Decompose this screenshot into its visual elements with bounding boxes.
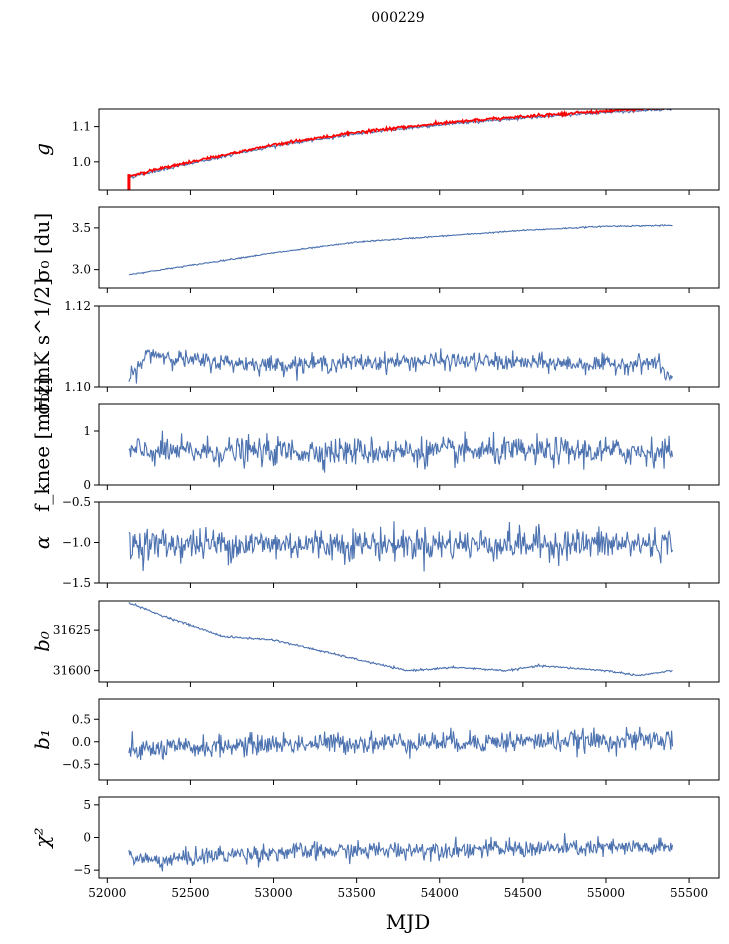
panel-b1: −0.5 0.0 0.5 b₁ <box>30 698 720 785</box>
y-tick-label: 1.0 <box>72 155 91 169</box>
y-axis-label-g: g <box>30 143 54 156</box>
x-tick-label: 52000 <box>88 886 126 900</box>
series-line-chi2 <box>128 833 674 872</box>
y-tick-label: 0.0 <box>72 735 91 749</box>
series-line-b0 <box>128 601 673 677</box>
y-axis-label-fknee: f_knee [mHz] <box>30 377 54 512</box>
series-line-b1 <box>128 726 674 761</box>
y-tick-label: −1.5 <box>62 576 91 590</box>
panels-group: 1.0 1.1 g 3.0 3.5 σ₀ [du] 1.10 1.12 σ₀[mK s^1/2]… <box>30 108 720 900</box>
y-axis-label-sigma0_du: σ₀ [du] <box>30 213 54 282</box>
y-tick-label: 3.5 <box>72 221 91 235</box>
panel-alpha: −1.5 −1.0 −0.5 α <box>30 495 720 590</box>
series-line-g <box>128 109 673 180</box>
panel-g: 1.0 1.1 g <box>30 108 720 195</box>
overlay-line-g <box>128 109 673 178</box>
y-tick-label: 1.1 <box>72 120 91 134</box>
x-tick-label: 53500 <box>338 886 376 900</box>
axes-frame-sigma0_du <box>98 206 720 289</box>
axes-frame-sigma0_mK <box>98 305 720 388</box>
y-tick-label: −1.0 <box>62 536 91 550</box>
y-axis-label-b0: b₀ <box>30 631 54 652</box>
axes-frame-b1 <box>98 698 720 781</box>
y-tick-label: 0.5 <box>72 712 91 726</box>
panel-sigma0_mK: 1.10 1.12 σ₀[mK s^1/2] <box>30 278 720 415</box>
y-tick-label: 3.0 <box>72 263 91 277</box>
y-axis-label-b1: b₁ <box>30 729 54 750</box>
y-tick-label: 1.10 <box>64 380 91 394</box>
axes-frame-b0 <box>98 600 720 683</box>
y-tick-label: 1.12 <box>64 299 91 313</box>
y-tick-label: 31625 <box>53 623 91 637</box>
y-tick-label: −5 <box>73 863 91 877</box>
y-tick-label: 5 <box>83 798 91 812</box>
series-line-sigma0_du <box>128 223 673 276</box>
series-line-sigma0_mK <box>128 348 673 384</box>
x-tick-label: 54500 <box>504 886 542 900</box>
axes-frame-g <box>98 108 720 191</box>
x-tick-label: 53000 <box>254 886 292 900</box>
x-tick-label: 52500 <box>171 886 209 900</box>
x-tick-label: 54000 <box>421 886 459 900</box>
panel-sigma0_du: 3.0 3.5 σ₀ [du] <box>30 206 720 293</box>
y-axis-label-chi2: χ² <box>30 827 54 849</box>
y-tick-label: −0.5 <box>62 495 91 509</box>
figure-title: 000229 <box>371 10 424 26</box>
y-axis-label-alpha: α <box>30 535 54 549</box>
panel-fknee: 0 1 f_knee [mHz] <box>30 377 720 512</box>
y-tick-label: 1 <box>83 424 91 438</box>
x-axis-label: MJD <box>386 910 431 934</box>
y-tick-label: 0 <box>83 831 91 845</box>
x-tick-label: 55000 <box>587 886 625 900</box>
x-tick-label: 55500 <box>670 886 708 900</box>
series-line-fknee <box>128 430 674 473</box>
panel-chi2: −5 0 5 52000 52500 53000 53500 54000 54500 55000 5… <box>30 796 720 900</box>
y-tick-label: 31600 <box>53 664 91 678</box>
y-tick-label: 0 <box>83 478 91 492</box>
series-line-alpha <box>128 521 674 572</box>
axes-frame-fknee <box>98 403 720 486</box>
y-axis-label-sigma0_mK: σ₀[mK s^1/2] <box>30 278 54 415</box>
y-tick-label: −0.5 <box>62 757 91 771</box>
